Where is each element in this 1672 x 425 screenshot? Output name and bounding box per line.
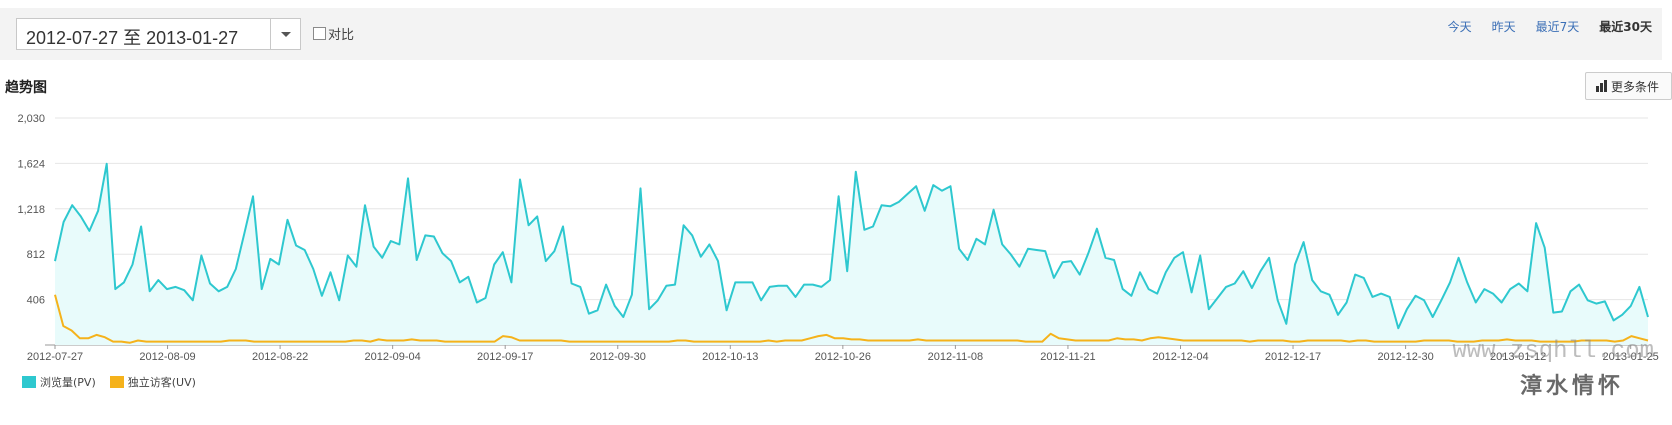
- legend-swatch-pv: [22, 376, 36, 388]
- x-tick-label: 2012-11-08: [928, 351, 983, 363]
- x-tick-label: 2012-10-13: [702, 351, 758, 363]
- section-title: 趋势图: [5, 80, 47, 96]
- range-last7-link[interactable]: 最近7天: [1535, 20, 1580, 34]
- compare-checkbox[interactable]: [313, 27, 326, 40]
- legend-label-pv: 浏览量(PV): [40, 376, 96, 389]
- date-range-picker[interactable]: 2012-07-27 至 2013-01-27: [16, 18, 301, 50]
- x-tick-label: 2012-09-30: [590, 351, 646, 363]
- compare-toggle[interactable]: 对比: [313, 24, 354, 43]
- trend-chart: 406 812 1,218 1,624 2,030 2012-07-27 2012-08-0…: [17, 113, 1659, 363]
- range-today-link[interactable]: 今天: [1447, 20, 1472, 34]
- y-tick-label: 2,030: [17, 113, 45, 125]
- x-tick-label: 2012-12-04: [1152, 351, 1208, 363]
- date-range-text: 2012-07-27 至 2013-01-27: [26, 28, 239, 48]
- legend-item-uv[interactable]: 独立访客(UV): [109, 374, 196, 390]
- pv-series-line: [54, 162, 1649, 330]
- range-links: 今天 昨天 最近7天 最近30天: [1448, 18, 1652, 35]
- y-tick-label: 1,624: [17, 158, 45, 170]
- y-tick-label: 812: [27, 249, 45, 261]
- more-conditions-label: 更多条件: [1611, 79, 1660, 94]
- y-tick-label: 1,218: [17, 204, 45, 216]
- x-tick-label: 2012-11-21: [1040, 351, 1095, 363]
- toolbar: 2012-07-27 至 2013-01-27 对比 今天 昨天 最近7天 最近…: [0, 8, 1662, 60]
- x-tick-label: 2012-08-22: [252, 351, 308, 363]
- more-conditions-button[interactable]: 更多条件: [1585, 72, 1672, 100]
- pv-area: [55, 163, 1648, 345]
- x-tick-label: 2012-08-09: [139, 351, 195, 363]
- compare-label: 对比: [328, 28, 355, 43]
- x-tick-label: 2012-07-27: [27, 351, 83, 363]
- range-yesterday-link[interactable]: 昨天: [1491, 20, 1516, 34]
- range-last30-link[interactable]: 最近30天: [1599, 20, 1652, 34]
- bar-chart-icon: [1596, 80, 1607, 92]
- y-tick-label: 406: [27, 295, 45, 307]
- chart-legend: 浏览量(PV) 独立访客(UV): [22, 374, 196, 390]
- x-tick-label: 2012-12-30: [1377, 351, 1433, 363]
- legend-label-uv: 独立访客(UV): [127, 376, 196, 389]
- x-tick-label: 2012-10-26: [815, 351, 871, 363]
- legend-swatch-uv: [109, 376, 124, 388]
- x-tick-label: 2012-12-17: [1265, 351, 1321, 363]
- date-dropdown-button[interactable]: [270, 19, 300, 49]
- x-tick-label: 2013-01-12: [1490, 351, 1546, 363]
- legend-item-pv[interactable]: 浏览量(PV): [22, 374, 96, 390]
- x-tick-label: 2012-09-04: [365, 351, 421, 363]
- uv-series-line: [54, 294, 1649, 344]
- watermark-url: www.zsqhll.com: [1452, 338, 1654, 365]
- watermark-text: 漳水情怀: [1519, 373, 1624, 399]
- x-tick-label: 2012-09-17: [477, 351, 533, 363]
- x-tick-label: 2013-01-25: [1603, 351, 1659, 363]
- caret-down-icon: [281, 32, 291, 37]
